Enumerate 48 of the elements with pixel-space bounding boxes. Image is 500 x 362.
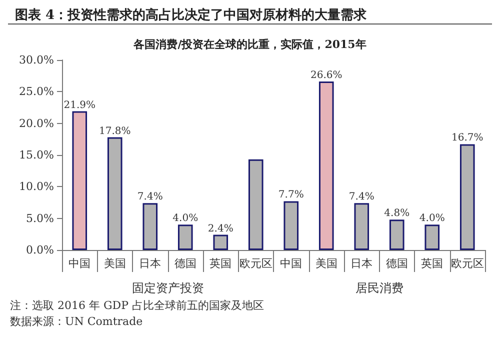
y-tick-label: 10.0%	[19, 180, 54, 194]
x-tick-label: 德国	[174, 257, 196, 270]
data-label: 21.9%	[64, 100, 96, 111]
x-tick-label: 欧元区	[239, 257, 272, 270]
bar	[424, 224, 440, 250]
x-tick-label: 英国	[210, 257, 232, 270]
x-tick-label: 日本	[139, 257, 162, 270]
x-tick-label: 英国	[421, 257, 444, 270]
bar	[107, 137, 122, 250]
text: 固定资产投资	[132, 281, 204, 295]
data-label: 16.7%	[451, 132, 484, 144]
bar	[318, 82, 334, 250]
y-tick-label: 30.0%	[19, 54, 54, 66]
chart-title: 图表 4：投资性需求的高占比决定了中国对原材料的大量需求	[15, 7, 368, 23]
bar	[389, 220, 404, 250]
data-label: 2.4%	[208, 223, 234, 234]
text: 注：选取 2016 年 GDP 占比全球前五的国家及地区	[10, 299, 264, 312]
data-label: 17.8%	[98, 126, 131, 137]
bar	[354, 203, 370, 250]
x-tick-label: 中国	[280, 257, 302, 270]
y-tick-label: 5.0%	[26, 212, 54, 225]
bar	[284, 201, 299, 250]
y-tick-label: 15.0%	[19, 148, 54, 162]
x-tick-label: 日本	[350, 257, 373, 270]
data-label: 7.7%	[278, 190, 304, 201]
text: 居民消费	[355, 281, 404, 295]
bar	[248, 159, 264, 250]
x-tick-label: 德国	[386, 257, 408, 270]
x-tick-label: 美国	[315, 257, 338, 270]
data-label: 4.0%	[172, 213, 198, 224]
data-label: 7.4%	[348, 192, 374, 203]
data-label: 4.0%	[419, 213, 445, 224]
y-tick-label: 25.0%	[19, 85, 54, 98]
y-tick-label: 20.0%	[19, 116, 54, 130]
y-tick-label: 0.0%	[26, 244, 54, 256]
x-tick-label: 美国	[104, 257, 126, 270]
data-label: 26.6%	[310, 70, 342, 82]
bar	[72, 111, 88, 250]
chart-subtitle: 各国消费/投资在全球的比重，实际值，2015年	[132, 38, 366, 51]
bar	[460, 144, 475, 250]
bar	[178, 224, 193, 250]
source-note: 数据来源：UN Comtrade	[10, 315, 143, 328]
bar	[142, 203, 158, 250]
data-label: 7.4%	[137, 192, 163, 203]
x-tick-label: 中国	[68, 257, 91, 270]
data-label: 4.8%	[384, 208, 410, 220]
x-tick-label: 欧元区	[450, 257, 484, 270]
bar	[213, 234, 228, 250]
